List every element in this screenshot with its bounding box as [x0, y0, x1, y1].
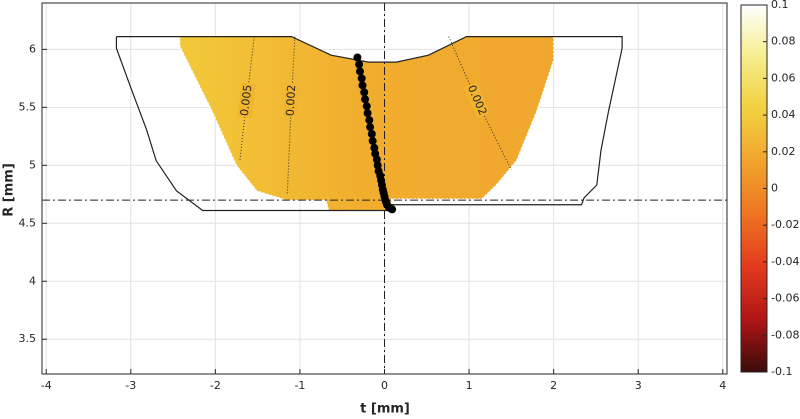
point [362, 102, 371, 111]
y-tick-label: 4.5 [19, 216, 37, 229]
contour-label-bg [463, 82, 490, 119]
colorbar-tick-label: 0.04 [771, 108, 796, 121]
y-tick-label: 4 [29, 274, 36, 287]
axes-box [41, 2, 728, 375]
colorbar-tick-label: 0.02 [771, 145, 796, 158]
x-tick-label: 1 [466, 379, 473, 392]
point [365, 116, 374, 125]
point [367, 130, 376, 139]
colorbar-tick-label: 0.1 [771, 0, 789, 11]
point [355, 60, 364, 69]
point [357, 74, 366, 83]
colorbar-tick-label: -0.04 [771, 255, 799, 268]
x-tick-label: 3 [635, 379, 642, 392]
contour-label-bg [237, 82, 256, 119]
x-tick-label: 0 [381, 379, 388, 392]
y-axis-label: R [mm] [2, 163, 17, 217]
point [363, 109, 372, 118]
colorbar-tick-label: 0.06 [771, 71, 796, 84]
x-axis-label: t [mm] [360, 402, 410, 417]
contour-label: 0.002 [284, 84, 299, 116]
x-tick-label: -3 [125, 379, 136, 392]
colorbar-tick-label: -0.02 [771, 218, 799, 231]
colorbar [740, 4, 768, 373]
y-tick-label: 5 [29, 158, 36, 171]
point [360, 88, 369, 97]
contour-label: 0.005 [238, 84, 255, 117]
colorbar-tick-label: -0.08 [771, 328, 799, 341]
y-tick-label: 5.5 [19, 100, 37, 113]
colorbar-tick-label: 0.08 [771, 35, 796, 48]
contour-line [239, 36, 255, 161]
x-tick-label: 2 [550, 379, 557, 392]
x-tick-label: 4 [719, 379, 726, 392]
point [358, 81, 367, 90]
point [366, 123, 375, 132]
outline [115, 36, 623, 212]
x-tick-label: -4 [41, 379, 52, 392]
point [353, 53, 362, 62]
contour-label-bg [283, 83, 300, 118]
y-tick-label: 3.5 [19, 332, 37, 345]
point [361, 95, 370, 104]
point [355, 67, 364, 76]
y-tick-label: 6 [29, 42, 36, 55]
colorbar-tick-label: -0.06 [771, 292, 799, 305]
colorbar-tick-label: 0 [771, 182, 778, 195]
point [388, 205, 397, 214]
x-tick-label: -1 [294, 379, 305, 392]
point [368, 136, 377, 145]
x-tick-label: -2 [210, 379, 221, 392]
colorbar-tick-label: -0.1 [771, 365, 792, 378]
